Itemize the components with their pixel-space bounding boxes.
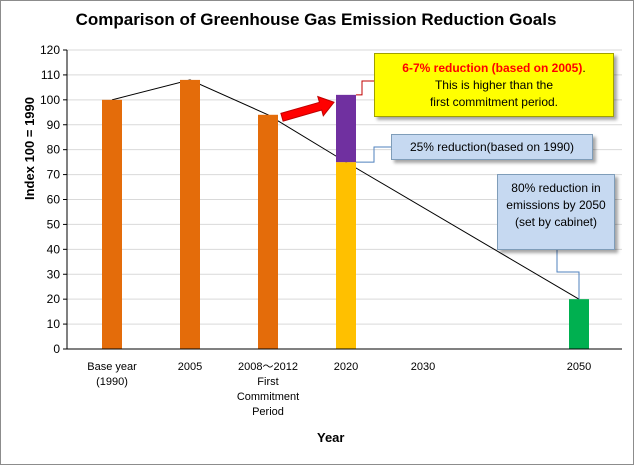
bar — [258, 114, 278, 350]
x-axis-title: Year — [317, 430, 345, 445]
y-tick-label: 90 — [47, 118, 61, 132]
y-tick-label: 70 — [47, 168, 61, 182]
x-tick-labels: Base year (1990) 2005 2008〜2012 First Commitm… — [87, 361, 591, 418]
y-tick-label: 60 — [47, 193, 61, 207]
bar — [336, 162, 356, 349]
bar — [336, 94, 356, 163]
y-tick-labels: 0 10 20 30 40 50 60 70 80 90 100 110 120 — [40, 43, 60, 356]
y-tick-label: 20 — [47, 292, 61, 306]
bar-layer — [102, 79, 589, 350]
y-axis-title: Index 100 = 1990 — [22, 97, 37, 200]
y-tick-label: 30 — [47, 267, 61, 281]
callout-3-leader — [556, 250, 580, 300]
callout-1-bold: 6-7% reduction (based on 2005) — [402, 61, 583, 75]
callout-3-line2: emissions by 2050 — [506, 198, 606, 212]
callout-2-leader — [356, 146, 391, 163]
x-tick-label: 2050 — [567, 361, 591, 373]
axis-layer — [66, 50, 622, 350]
callout-2005-reduction: 6-7% reduction (based on 2005). This is … — [374, 53, 614, 117]
x-tick-label: 2005 — [178, 361, 202, 373]
callout-3-line1: 80% reduction in — [511, 181, 601, 195]
x-tick-label: 2030 — [411, 361, 435, 373]
y-tick-label: 110 — [41, 68, 60, 82]
callout-3-line3: (set by cabinet) — [514, 215, 598, 229]
bar — [102, 99, 122, 349]
callout-1990-reduction: 25% reduction(based on 1990) — [391, 134, 593, 160]
y-tick-label: 80 — [47, 143, 61, 157]
callout-1-leader — [356, 80, 374, 96]
x-tick-label: Base year (1990) — [87, 361, 137, 388]
y-tick-label: 50 — [47, 217, 61, 231]
y-tick-label: 0 — [53, 342, 60, 356]
callout-1-line2: This is higher than the — [434, 78, 554, 92]
bar — [180, 79, 200, 350]
chart-title: Comparison of Greenhouse Gas Emission Re… — [75, 10, 557, 29]
callout-1-period: . — [582, 61, 586, 75]
y-tick-label: 10 — [47, 317, 61, 331]
red-arrow-icon — [280, 95, 335, 122]
y-tick-label: 40 — [47, 242, 61, 256]
callout-2050-reduction: 80% reduction in emissions by 2050 (set … — [497, 174, 615, 250]
x-tick-label: 2020 — [334, 361, 358, 373]
x-tick-label: 2008〜2012 First Commitment Period — [237, 361, 299, 418]
callout-1-line3: first commitment period. — [429, 95, 559, 109]
bar — [569, 299, 589, 349]
leader-layer — [356, 80, 580, 300]
y-tick-label: 120 — [40, 43, 60, 57]
arrow-layer — [280, 95, 335, 122]
y-tick-label: 100 — [40, 93, 60, 107]
